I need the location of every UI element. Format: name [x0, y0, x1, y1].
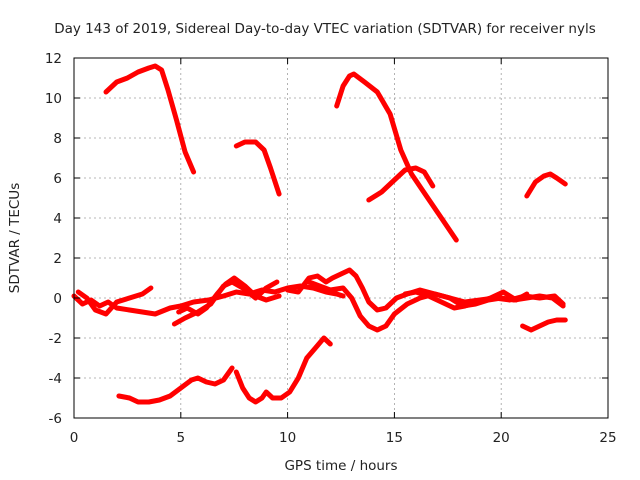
y-tick-label: 10: [45, 91, 62, 107]
series-arc-7: [75, 285, 154, 317]
series-arc-1: [103, 63, 197, 175]
x-tick-label: 5: [177, 430, 186, 446]
series-arc-3: [334, 71, 459, 243]
x-tick-label: 10: [279, 430, 296, 446]
x-tick-label: 0: [70, 430, 79, 446]
axis-ticks: 0 5 10 15 20 25 -6 -4 -2 0 2 4 6 8 10 12: [45, 51, 617, 446]
chart-title: Day 143 of 2019, Sidereal Day-to-day VTE…: [54, 21, 596, 37]
series-arc-14: [116, 365, 235, 405]
series-arc-2: [233, 139, 282, 197]
plot-frame: [73, 57, 609, 419]
y-tick-label: -2: [49, 331, 62, 347]
series-arc-11: [306, 279, 566, 333]
series-arc-4: [366, 165, 436, 203]
y-tick-label: 12: [45, 51, 62, 67]
x-axis-label: GPS time / hours: [284, 458, 397, 474]
x-tick-label: 25: [599, 430, 616, 446]
y-tick-label: -6: [49, 411, 62, 427]
y-tick-label: 0: [53, 291, 62, 307]
y-axis-label: SDTVAR / TECUs: [7, 183, 23, 293]
series-arc-12: [402, 289, 530, 311]
plot-series: [71, 63, 568, 405]
y-tick-label: 8: [53, 131, 62, 147]
grid: [74, 58, 608, 418]
x-tick-label: 20: [493, 430, 510, 446]
y-tick-label: 6: [53, 171, 62, 187]
x-tick-label: 15: [386, 430, 403, 446]
y-tick-label: 4: [53, 211, 62, 227]
series-arc-9: [176, 275, 282, 317]
series-arc-5: [524, 171, 568, 199]
y-tick-label: -4: [49, 371, 62, 387]
y-tick-label: 2: [53, 251, 62, 267]
series-arc-13: [520, 317, 568, 333]
series-arc-15: [233, 335, 333, 405]
